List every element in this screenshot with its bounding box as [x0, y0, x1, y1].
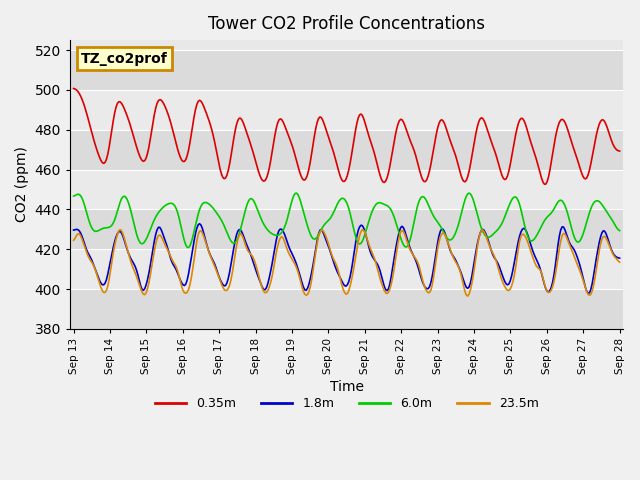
Bar [70, 169, 623, 209]
Bar [70, 249, 623, 289]
Bar [70, 90, 623, 130]
Y-axis label: CO2 (ppm): CO2 (ppm) [15, 146, 29, 223]
Legend: 0.35m, 1.8m, 6.0m, 23.5m: 0.35m, 1.8m, 6.0m, 23.5m [150, 392, 543, 415]
Bar [70, 50, 623, 90]
X-axis label: Time: Time [330, 380, 364, 394]
Bar [70, 130, 623, 169]
Text: TZ_co2prof: TZ_co2prof [81, 52, 168, 66]
Title: Tower CO2 Profile Concentrations: Tower CO2 Profile Concentrations [208, 15, 485, 33]
Bar [70, 209, 623, 249]
Bar [70, 289, 623, 329]
